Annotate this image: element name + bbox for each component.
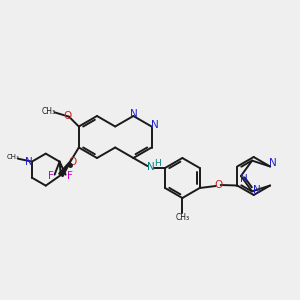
Text: N: N <box>130 109 138 119</box>
Text: CH₃: CH₃ <box>175 214 189 223</box>
Text: F: F <box>67 171 73 181</box>
Text: CH₃: CH₃ <box>42 107 56 116</box>
Text: H: H <box>154 158 161 167</box>
Text: N: N <box>148 162 155 172</box>
Polygon shape <box>59 160 71 176</box>
Text: O: O <box>64 111 72 121</box>
Text: N: N <box>269 158 277 167</box>
Text: N: N <box>253 185 261 195</box>
Text: O: O <box>214 180 223 190</box>
Text: O: O <box>68 158 76 167</box>
Text: CH₃: CH₃ <box>7 154 19 160</box>
Text: N: N <box>151 121 158 130</box>
Text: F: F <box>48 171 53 181</box>
Text: N: N <box>240 174 248 184</box>
Text: N: N <box>25 157 33 166</box>
